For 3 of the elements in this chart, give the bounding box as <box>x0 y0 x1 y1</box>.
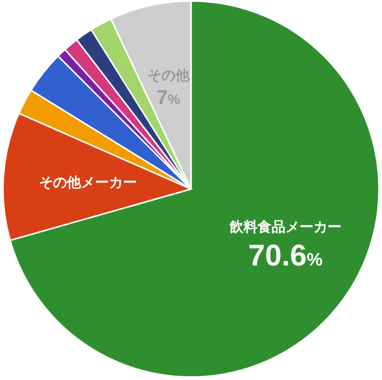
slice-label: 飲料食品メーカー <box>228 218 342 234</box>
slice-label: その他メーカー <box>38 174 137 190</box>
data-label: 70.6% <box>248 239 323 272</box>
